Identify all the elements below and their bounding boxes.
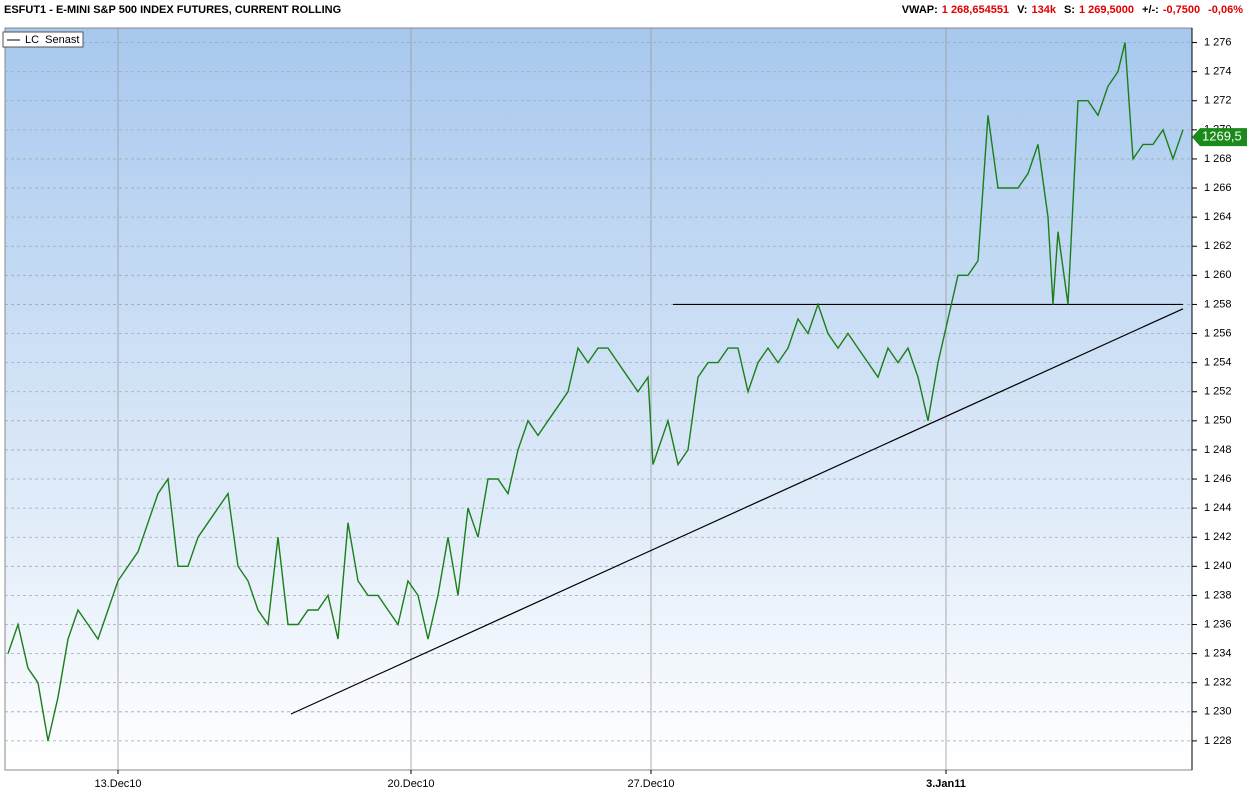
y-tick-label: 1 236 <box>1204 618 1232 630</box>
stat-label: +/-: <box>1142 4 1159 16</box>
stats-text: VWAP: 1 268,654551 V: 134k S: 1 269,5000 +/-: -… <box>902 4 1244 16</box>
y-tick-label: 1 248 <box>1204 444 1232 456</box>
trendline <box>290 308 1184 715</box>
x-tick-label: 3.Jan11 <box>926 778 966 790</box>
x-tick-label: 27.Dec10 <box>627 778 674 790</box>
y-tick-label: 1 242 <box>1204 531 1232 543</box>
y-tick-label: 1 268 <box>1204 153 1232 165</box>
stats: VWAP: 1 268,654551 V: 134k S: 1 269,5000 +/-: -… <box>902 4 1244 16</box>
stat-value: 1 268,654551 <box>942 4 1009 16</box>
y-tick-label: 1 234 <box>1204 648 1232 660</box>
stat-label: VWAP: <box>902 4 938 16</box>
y-tick-label: 1 230 <box>1204 706 1232 718</box>
y-tick-label: 1 272 <box>1204 95 1232 107</box>
y-tick-label: 1 244 <box>1204 502 1232 514</box>
y-tick-label: 1 274 <box>1204 66 1232 78</box>
legend-box <box>2 31 84 48</box>
last-price-flag <box>1192 128 1247 147</box>
y-tick-label: 1 262 <box>1204 240 1232 252</box>
legend-label: LC Senast <box>25 34 79 46</box>
stat-label: S: <box>1064 4 1075 16</box>
x-tick-label: 13.Dec10 <box>94 778 141 790</box>
y-tick-label: 1 228 <box>1204 735 1232 747</box>
y-tick-label: 1 250 <box>1204 415 1232 427</box>
stat-label: V: <box>1017 4 1027 16</box>
y-tick-label: 1 238 <box>1204 589 1232 601</box>
last-price-label: 1269,5 <box>1202 129 1242 144</box>
y-tick-label: 1 254 <box>1204 357 1232 369</box>
y-tick-label: 1 252 <box>1204 386 1232 398</box>
y-tick-label: 1 256 <box>1204 327 1232 339</box>
y-tick-label: 1 264 <box>1204 211 1232 223</box>
y-tick-label: 1 232 <box>1204 677 1232 689</box>
y-tick-label: 1 266 <box>1204 182 1232 194</box>
y-tick-label: 1 276 <box>1204 36 1232 48</box>
price-line <box>7 42 1184 742</box>
plot-area <box>4 27 1193 771</box>
stat-value: 1 269,5000 <box>1079 4 1134 16</box>
y-tick-label: 1 246 <box>1204 473 1232 485</box>
stat-value: -0,06% <box>1208 4 1243 16</box>
y-tick-label: 1 258 <box>1204 298 1232 310</box>
stat-value: 134k <box>1031 4 1056 16</box>
y-tick-label: 1 240 <box>1204 560 1232 572</box>
y-tick-label: 1 260 <box>1204 269 1232 281</box>
stat-value: -0,7500 <box>1163 4 1200 16</box>
x-tick-label: 20.Dec10 <box>387 778 434 790</box>
chart-title: ESFUT1 - E-MINI S&P 500 INDEX FUTURES, C… <box>4 4 341 16</box>
